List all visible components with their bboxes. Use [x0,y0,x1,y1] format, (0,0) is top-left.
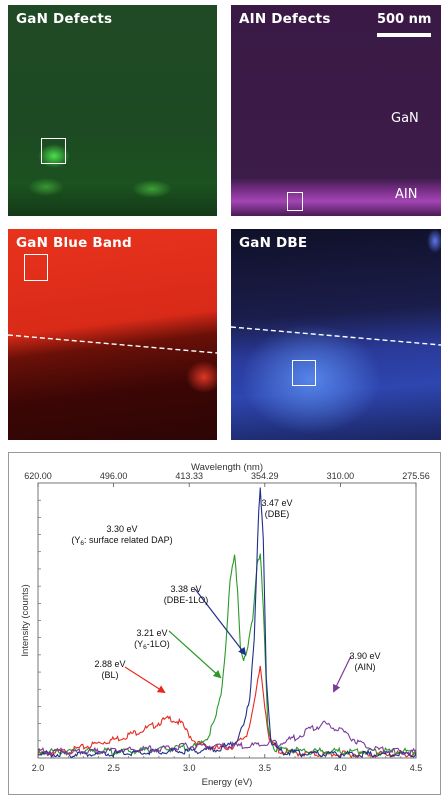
x2-tick-label: 413.33 [175,471,203,481]
interface-dashed-line [8,334,217,354]
annotation-dbe-energy: 3.47 eV [261,498,292,508]
x2-axis-label: Wavelength (nm) [191,462,263,473]
annotation-y61lo-energy: 3.21 eV [136,628,167,638]
y-axis-label: Intensity (counts) [20,584,31,656]
series-line-0 [37,665,417,759]
annotation-ain-label: (AIN) [355,662,376,672]
interface-dashed-line [231,326,441,346]
x-tick-label: 3.0 [183,763,196,773]
x-tick-label: 2.5 [107,763,120,773]
region-marker [292,360,316,386]
annotation-dbe1lo-label: (DBE-1LO) [164,595,209,605]
x-tick-label: 2.0 [32,763,45,773]
x2-tick-label: 620.00 [24,471,52,481]
y61lo-arrow [168,630,222,679]
region-marker [287,192,303,211]
x2-tick-label: 354.29 [251,471,279,481]
series-line-3 [37,720,417,756]
scale-bar [377,33,431,37]
annotation-dap-label: (Y6: surface related DAP) [71,535,172,547]
annotation-y61lo-label: (Y6-1LO) [134,639,170,651]
x2-tick-label: 310.00 [327,471,355,481]
panel-title: GaN DBE [239,235,308,251]
dbe1lo-arrow [194,588,247,656]
annotation-dbe-label: (DBE) [265,509,290,519]
annotation-bl-energy: 2.88 eV [94,659,125,669]
ain-arrow [333,655,352,693]
x-axis-label: Energy (eV) [202,777,253,788]
gan-defects-map: GaN Defects [8,5,217,216]
gan-dbe-map: GaN DBE [231,229,441,440]
ain-defects-map: AIN Defects 500 nm GaN AIN [231,5,441,216]
x-tick-label: 4.5 [410,763,423,773]
spectrum-chart-panel: 2.0 620.00 2.5 496.00 3.0 413.33 3.5 354.29 4.0 3… [8,452,441,795]
x-tick-label: 3.5 [259,763,272,773]
annotation-dbe1lo-energy: 3.38 eV [170,584,201,594]
gan-layer-label: GaN [391,111,419,126]
bl-arrow [124,666,166,694]
annotation-bl-label: (BL) [101,670,118,680]
annotation-dap-energy: 3.30 eV [106,524,137,534]
gan-blue-band-map: GaN Blue Band [8,229,217,440]
x-tick-label: 4.0 [334,763,347,773]
panel-title: GaN Blue Band [16,235,132,251]
annotation-ain-energy: 3.90 eV [349,651,380,661]
panel-title: GaN Defects [16,11,113,27]
spectrum-chart: 2.0 620.00 2.5 496.00 3.0 413.33 3.5 354.29 4.0 3… [20,462,430,788]
x2-tick-label: 496.00 [100,471,128,481]
region-marker [24,254,48,281]
x2-tick-label: 275.56 [402,471,430,481]
ain-layer-label: AIN [395,187,418,202]
region-marker [41,138,66,164]
panel-title: AIN Defects [239,11,331,27]
scale-bar-label: 500 nm [377,12,432,27]
